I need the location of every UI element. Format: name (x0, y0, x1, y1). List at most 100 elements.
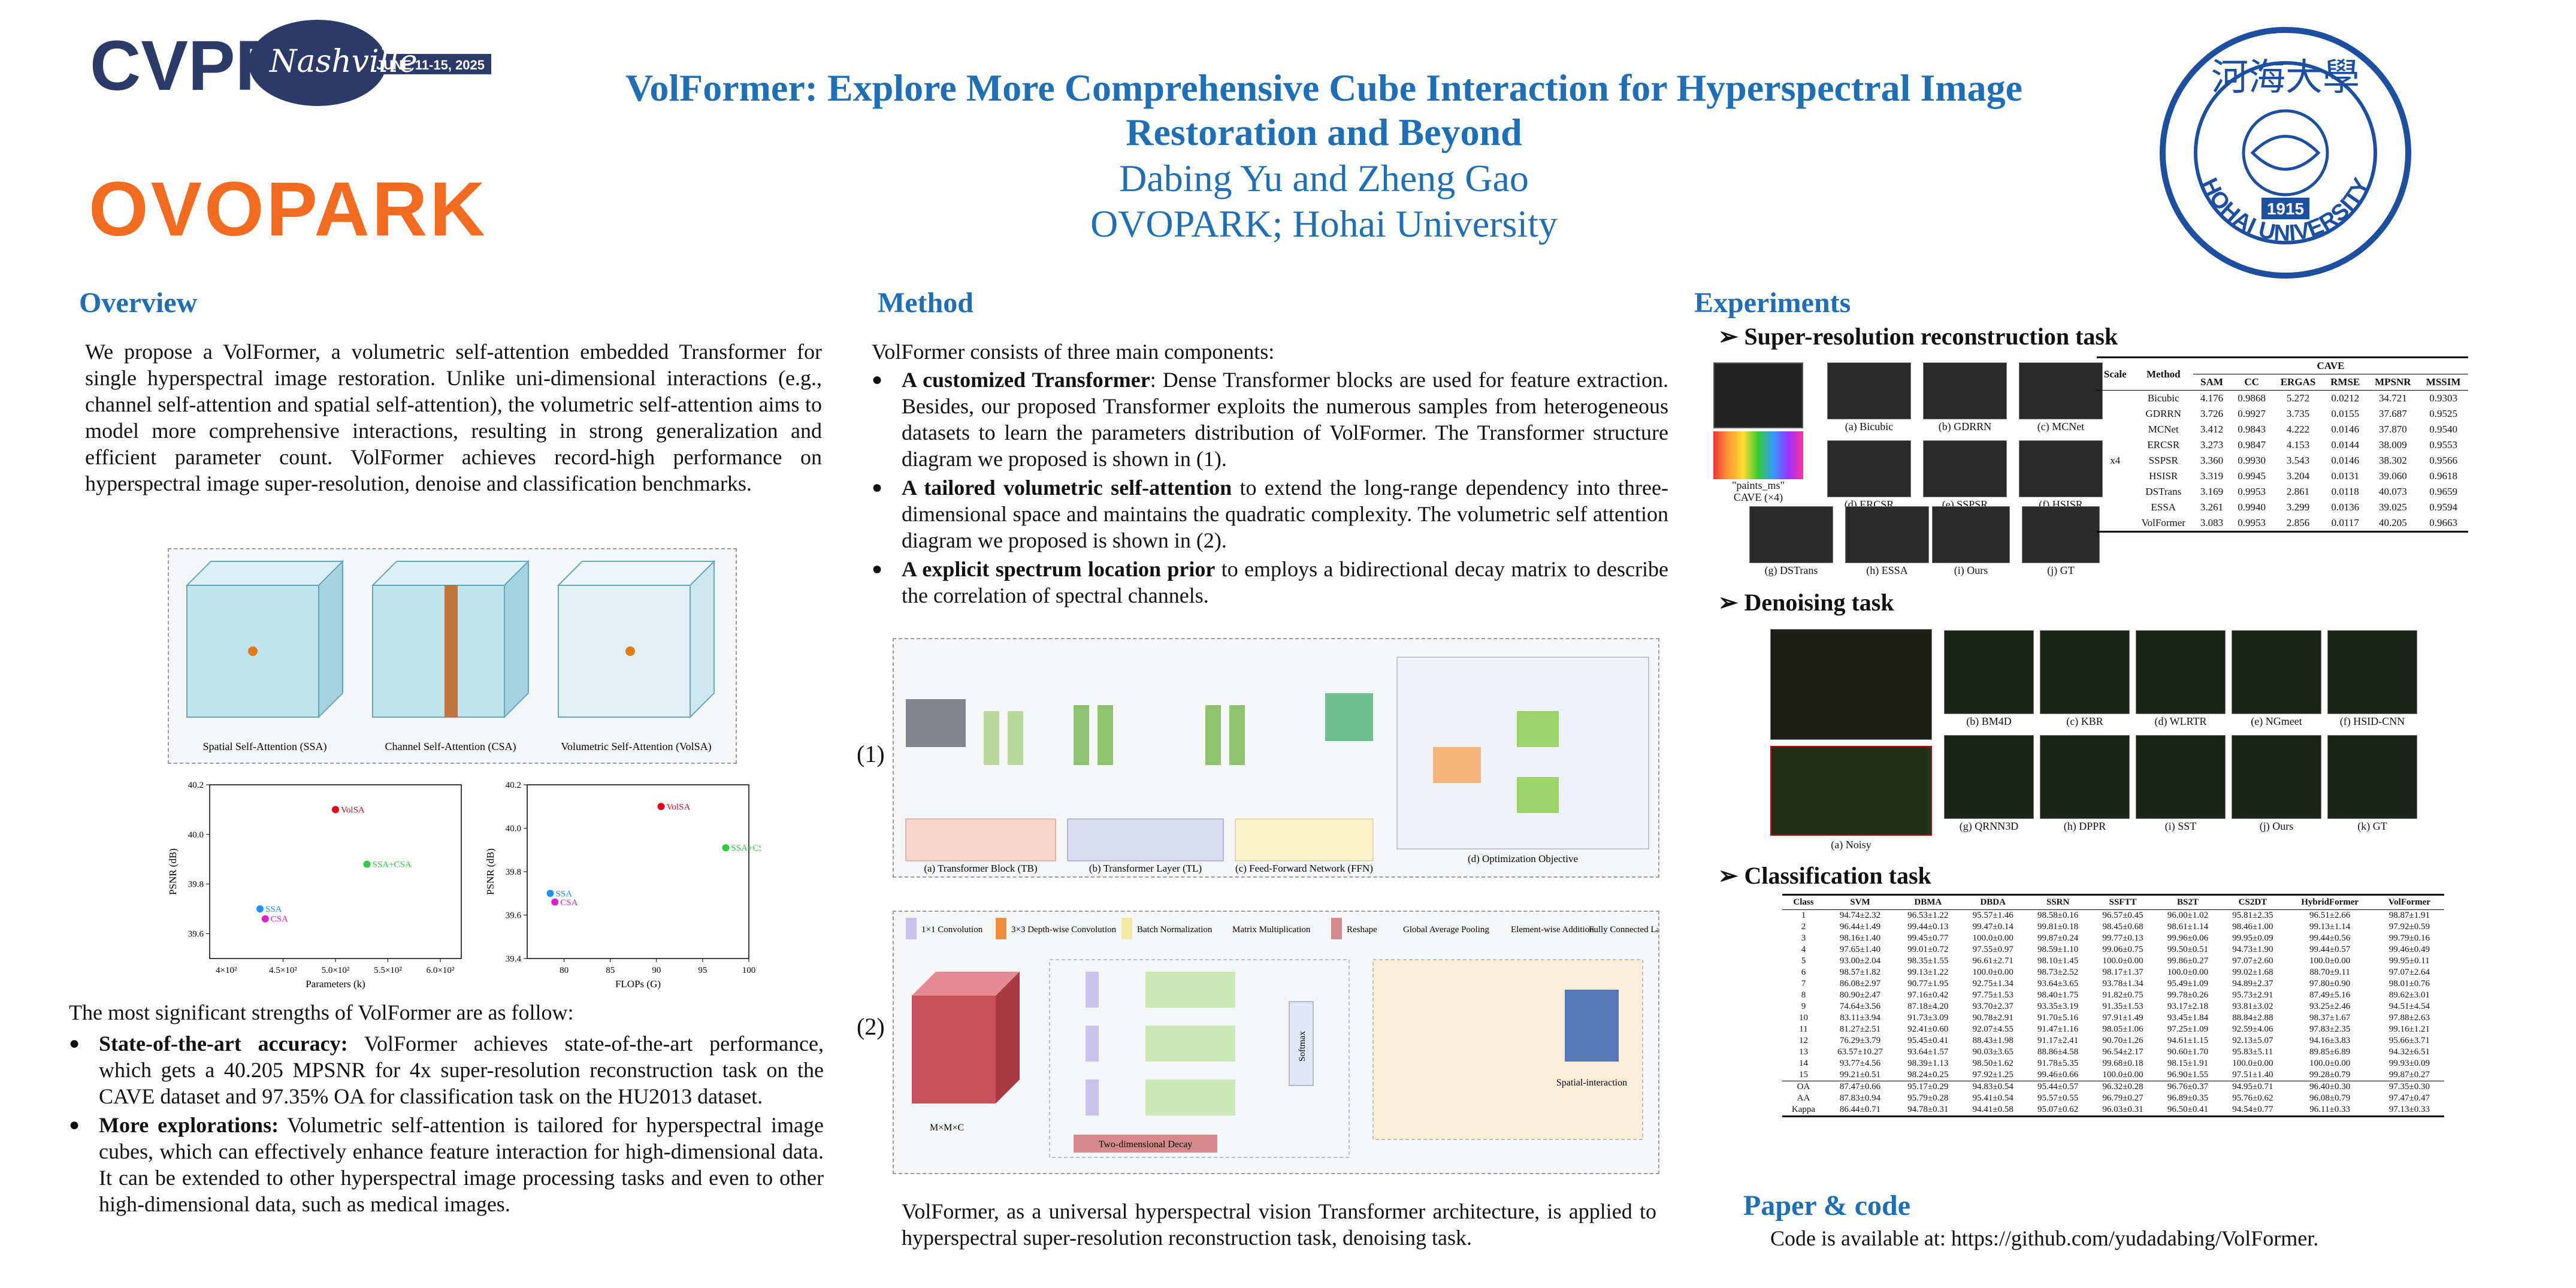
sr-thumb (1827, 440, 1911, 497)
classification-cell: 98.35±1.55 (1907, 956, 1949, 966)
classification-cell: 96.40±0.30 (2309, 1082, 2351, 1092)
data-point-label: SSA (265, 905, 282, 914)
classification-cell: 96.53±1.22 (1907, 911, 1949, 920)
fig-caption-ssa: Spatial Self-Attention (SSA) (203, 740, 327, 753)
sr-table-group: CAVE (2193, 357, 2468, 374)
classification-cell: 94.74±2.32 (1839, 911, 1881, 920)
sr-table-cell: 0.0131 (2331, 470, 2360, 482)
classification-cell: 1 (1801, 911, 1806, 920)
sr-table-cell: HSISR (2149, 470, 2178, 482)
classification-cell: 92.75±1.34 (1972, 979, 2013, 988)
denoise-thumb (1944, 630, 2034, 714)
classification-cell: 92.41±0.60 (1907, 1024, 1949, 1034)
volumetric-diagram-art: 1×1 Convolution 3×3 Depth-wise Convoluti… (906, 918, 1671, 1158)
classification-cell: 100.0±0.00 (1972, 933, 2013, 943)
sr-table-cell: 0.0144 (2331, 439, 2360, 451)
sr-table-header: Scale (2103, 368, 2127, 380)
sr-thumb (2022, 506, 2100, 563)
sr-table-cell: 0.0146 (2331, 455, 2360, 466)
classification-cell: 98.01±0.76 (2388, 979, 2430, 988)
sr-table-cell: 4.176 (2200, 392, 2224, 404)
classification-cell: 97.25±1.09 (2167, 1024, 2209, 1034)
denoise-thumb (2327, 630, 2417, 714)
y-axis-label: PSNR (dB) (167, 848, 179, 895)
classification-cell: 91.17±2.41 (2037, 1036, 2079, 1045)
sr-table-cell: 3.543 (2286, 455, 2310, 466)
x-axis-label: Parameters (k) (306, 978, 365, 990)
classification-cell: 95.66±3.71 (2388, 1036, 2430, 1045)
classification-cell: 88.86±4.58 (2037, 1047, 2079, 1057)
sr-table-cell: 3.412 (2200, 424, 2224, 435)
classification-cell: 99.02±1.68 (2232, 967, 2273, 977)
denoise-label: (d) WLRTR (2154, 715, 2207, 727)
method-closing: VolFormer, as a universal hyperspectral … (902, 1199, 1656, 1250)
strengths-intro: The most significant strengths of VolFor… (69, 1000, 574, 1024)
data-point (332, 806, 339, 814)
method-title: Method (878, 287, 973, 319)
classification-cell: 99.13±1.22 (1907, 967, 1949, 977)
denoise-label: (k) GT (2357, 820, 2387, 832)
sr-table-cell: VolFormer (2141, 517, 2185, 528)
sr-table-header: ERGAS (2280, 376, 2316, 388)
classification-row: 7 86.08±2.97 90.77±1.95 92.75±1.34 93.64±3.6… (1782, 978, 2444, 990)
method-intro: VolFormer consists of three main compone… (872, 340, 1275, 364)
sr-table-row: ERCSR 3.273 0.9847 4.153 0.0144 38.009 0.9553 (2097, 437, 2468, 453)
classification-cell: 93.64±1.57 (1907, 1047, 1949, 1057)
classification-cell: 99.44±0.13 (1907, 922, 1949, 932)
classification-cell: 99.86±0.27 (2167, 956, 2209, 966)
classification-row: 14 93.77±4.56 98.39±1.13 98.50±1.62 91.78±5.… (1782, 1058, 2444, 1069)
denoise-thumb (2232, 735, 2321, 819)
classification-cell: 98.40±1.75 (2037, 990, 2079, 1000)
classification-cell: 96.11±0.33 (2309, 1105, 2350, 1114)
sr-thumb (1827, 362, 1911, 419)
sr-table-cell: 37.870 (2378, 424, 2407, 435)
data-point-label: SSA+CSA (373, 860, 412, 870)
sr-table-row: ESSA 3.261 0.9940 3.299 0.0136 39.025 0.9594 (2097, 500, 2468, 515)
classification-cell: 99.78±0.26 (2167, 990, 2209, 1000)
classification-cell: 99.77±0.13 (2102, 933, 2143, 943)
classification-cell: 95.45±0.41 (1907, 1036, 1949, 1045)
data-point-label: CSA (271, 915, 288, 924)
classification-cell: 93.81±3.02 (2232, 1002, 2273, 1011)
classification-cell: 97.51±1.40 (2232, 1070, 2273, 1080)
denoise-label: (b) BM4D (1966, 715, 2012, 727)
data-point-label: CSA (560, 898, 578, 908)
classification-cell: 96.79±0.27 (2102, 1093, 2143, 1103)
sr-thumb (2019, 440, 2103, 497)
classification-cell: 92.07±4.55 (1972, 1024, 2013, 1034)
denoise-thumb (2040, 630, 2130, 714)
classification-cell: 2 (1801, 922, 1806, 932)
sr-table-cell: 3.299 (2286, 501, 2310, 513)
sr-table-cell: 0.9594 (2429, 501, 2457, 513)
classification-cell: 96.57±0.45 (2102, 911, 2143, 920)
classification-cell: 12 (1799, 1036, 1808, 1045)
legend-gap: Global Average Pooling (1403, 925, 1489, 935)
denoise-thumb (2040, 735, 2130, 819)
y-tick-label: 40.0 (188, 830, 204, 840)
sr-table-cell: 0.9940 (2238, 501, 2266, 513)
classification-cell: 98.58±0.16 (2037, 911, 2079, 920)
sr-table-header: RMSE (2330, 376, 2360, 388)
classification-cell: 91.73±3.09 (1907, 1013, 1949, 1023)
cvpr-nashville-logo: CVPR Nashville JUNE 11-15, 2025 (90, 20, 491, 106)
classification-cell: 87.18±4.20 (1907, 1002, 1949, 1011)
y-tick-label: 40.2 (188, 781, 204, 790)
classification-row: AA 87.83±0.94 95.79±0.28 95.41±0.54 95.57±0.… (1782, 1093, 2444, 1104)
classification-cell: 99.06±0.75 (2102, 945, 2143, 954)
legend-fc: Fully Connected Layer (1589, 925, 1658, 935)
sr-table-cell: 5.272 (2286, 392, 2310, 404)
classification-cell: 94.41±0.58 (1972, 1105, 2013, 1114)
classification-cell: 90.60±1.70 (2167, 1047, 2209, 1057)
classification-cell: 94.83±0.54 (1972, 1082, 2013, 1092)
classification-cell: 98.45±0.68 (2102, 922, 2143, 932)
sr-table-row: SSPSR 3.360 0.9930 3.543 0.0146 38.302 0.9566 (2097, 453, 2468, 468)
data-point (261, 915, 269, 923)
classification-cell: 99.21±0.51 (1839, 1070, 1881, 1080)
denoise-thumb (2232, 630, 2321, 714)
diagram1-caption-objective: (d) Optimization Objective (1468, 853, 1578, 864)
sr-table-cell: 0.9868 (2238, 392, 2266, 404)
sr-table-cell: 4.222 (2286, 424, 2310, 435)
classification-cell: 99.16±1.21 (2388, 1024, 2430, 1034)
classification-cell: 93.45±1.84 (2167, 1013, 2209, 1023)
classification-cell: 97.92±1.25 (1972, 1070, 2013, 1080)
